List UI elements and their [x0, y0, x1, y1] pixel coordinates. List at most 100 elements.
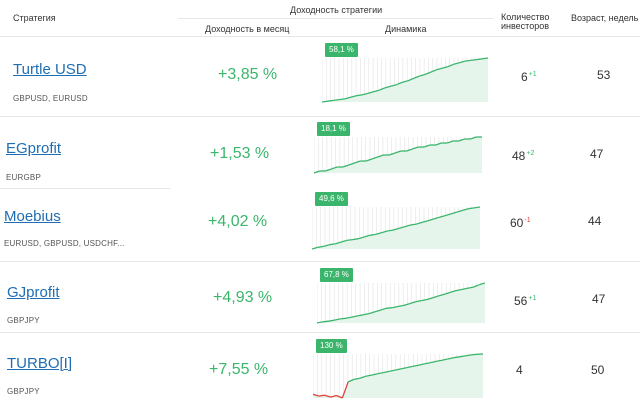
header-divider: [178, 18, 493, 19]
sparkline-segment: [423, 144, 431, 148]
total-yield-badge: 18,1 %: [317, 122, 350, 136]
sparkline-segment: [433, 216, 440, 220]
monthly-yield: +4,93 %: [213, 289, 273, 306]
strategy-row[interactable]: EGprofit EURGBP +1,53 % 18,1 % 48+2 47: [0, 117, 640, 189]
investors-count: 4: [516, 363, 523, 377]
sparkline-segment: [438, 293, 445, 297]
sparkline-segment: [374, 309, 381, 313]
sparkline-segment: [398, 226, 405, 230]
table-header: Стратегия Доходность стратегии Доходност…: [0, 0, 640, 37]
sparkline-segment: [368, 311, 376, 315]
sparkline-segment: [412, 146, 419, 150]
sparkline-segment: [479, 282, 485, 286]
dynamics-sparkline: [313, 353, 483, 399]
sparkline-segment: [330, 394, 337, 398]
sparkline-segment: [456, 209, 463, 213]
sparkline-segment: [444, 291, 451, 295]
sparkline-segment: [430, 69, 437, 73]
sparkline-segment: [450, 289, 457, 294]
sparkline-segment: [450, 211, 457, 215]
sparkline-segment: [323, 244, 330, 248]
sparkline-segment: [327, 99, 334, 102]
sparkline-segment: [322, 320, 329, 323]
header-age[interactable]: Возраст, недель: [571, 13, 639, 23]
sparkline-segment: [465, 59, 471, 62]
strategy-name-link[interactable]: GJprofit: [7, 284, 60, 301]
sparkline-segment: [476, 58, 483, 61]
sparkline-segment: [377, 154, 384, 158]
investors-delta: +1: [528, 295, 537, 302]
sparkline-segment: [392, 305, 399, 309]
sparkline-segment: [435, 142, 442, 146]
sparkline-segment: [396, 81, 403, 86]
age-weeks: 53: [597, 68, 611, 82]
sparkline-segment: [378, 87, 386, 91]
sparkline-segment: [392, 227, 400, 231]
sparkline-area: [312, 207, 480, 249]
sparkline-segment: [389, 369, 396, 373]
sparkline-segment: [325, 168, 332, 172]
sparkline-segment: [375, 232, 382, 236]
total-yield-badge: 130 %: [316, 339, 347, 353]
investors-delta: +1: [528, 71, 537, 78]
header-strategy[interactable]: Стратегия: [13, 13, 56, 23]
sparkline-segment: [328, 319, 335, 322]
header-monthly[interactable]: Доходность в месяц: [205, 24, 290, 34]
sparkline-segment: [350, 95, 357, 98]
investors-count: 60-1: [510, 214, 531, 230]
strategy-row[interactable]: GJprofit GBPJPY +4,93 % 67,8 % 56+1 47: [0, 262, 640, 333]
sparkline-segment: [357, 314, 364, 317]
strategy-pairs: GBPUSD, EURUSD: [13, 94, 88, 103]
strategy-name-link[interactable]: Turtle USD: [13, 61, 87, 78]
sparkline-segment: [317, 321, 323, 324]
sparkline-segment: [373, 89, 380, 93]
sparkline-segment: [317, 245, 324, 248]
sparkline-segment: [342, 164, 350, 168]
sparkline-segment: [421, 298, 428, 302]
total-yield-badge: 49,6 %: [315, 192, 348, 206]
sparkline-segment: [465, 354, 472, 357]
sparkline-segment: [371, 373, 378, 376]
strategy-pairs: EURGBP: [6, 173, 41, 182]
sparkline-segment: [354, 160, 361, 164]
header-dynamics: Динамика: [385, 24, 427, 34]
strategy-row[interactable]: Moebius EURUSD, GBPUSD, USDCHF... +4,02 % 4…: [0, 189, 640, 262]
sparkline-segment: [384, 85, 391, 89]
sparkline-segment: [421, 220, 429, 224]
age-weeks: 50: [591, 363, 605, 377]
sparkline-segment: [424, 362, 431, 365]
strategy-name-link[interactable]: Moebius: [4, 208, 61, 225]
sparkline-area: [314, 137, 482, 173]
dynamics-sparkline: [322, 57, 488, 103]
sparkline-segment: [397, 304, 405, 308]
header-investors-1[interactable]: Количество: [501, 12, 550, 22]
sparkline-segment: [386, 307, 393, 309]
investors-number: 4: [516, 363, 523, 377]
sparkline-segment: [482, 57, 488, 60]
strategy-row[interactable]: Turtle USD GBPUSD, EURUSD +3,85 % 58,1 % 6+1…: [0, 38, 640, 117]
sparkline-segment: [363, 234, 371, 238]
sparkline-segment: [400, 366, 407, 370]
row-divider: [0, 188, 170, 189]
sparkline-segment: [365, 374, 372, 377]
sparkline-segment: [348, 162, 355, 166]
sparkline-segment: [442, 65, 449, 69]
sparkline-segment: [335, 241, 342, 245]
sparkline-segment: [359, 375, 366, 379]
investors-count: 56+1: [514, 292, 536, 308]
sparkline-segment: [341, 381, 349, 399]
strategy-row[interactable]: TURBO[I] GBPJPY +7,55 % 130 % 4 50: [0, 333, 640, 405]
strategy-name-link[interactable]: EGprofit: [6, 140, 62, 157]
sparkline-segment: [412, 364, 419, 368]
strategy-name-link[interactable]: TURBO[I]: [7, 355, 73, 372]
sparkline-segment: [432, 295, 439, 299]
sparkline-segment: [340, 239, 347, 243]
sparkline-segment: [436, 67, 443, 71]
sparkline-segment: [406, 148, 413, 152]
header-yield-group: Доходность стратегии: [290, 5, 383, 15]
sparkline-segment: [334, 318, 341, 321]
investors-number: 6: [521, 70, 528, 84]
sparkline-segment: [418, 363, 425, 366]
sparkline-segment: [324, 394, 331, 398]
header-investors-2[interactable]: инвесторов: [501, 21, 550, 31]
